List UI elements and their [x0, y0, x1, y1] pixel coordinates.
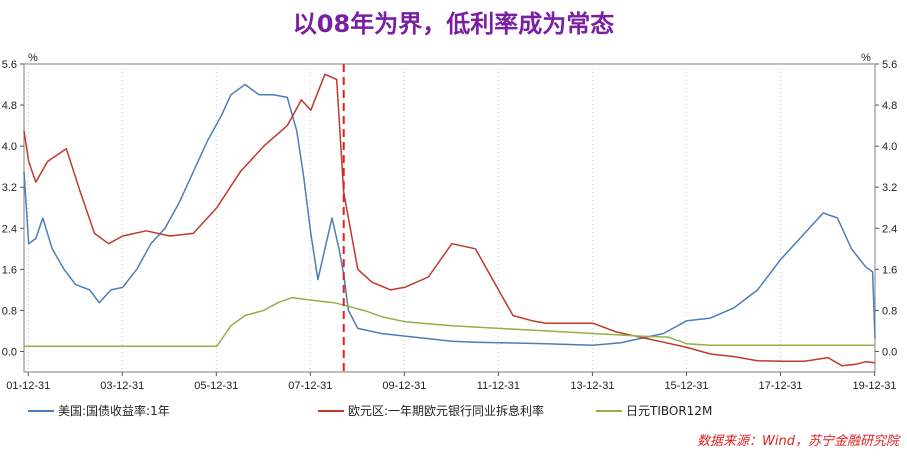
x-tick-label: 05-12-31	[194, 380, 238, 392]
legend-item-jpy: 日元TIBOR12M	[596, 402, 712, 419]
x-tick-label: 15-12-31	[664, 380, 708, 392]
y-left-tick-label: 4.0	[2, 141, 17, 153]
y-left-tick-label: 0.0	[2, 346, 17, 358]
x-tick-label: 19-12-31	[853, 380, 897, 392]
plot-frame	[23, 63, 876, 373]
y-right-tick-label: 0.0	[882, 346, 897, 358]
y-right-tick-label: 2.4	[882, 223, 897, 235]
y-right-tick-label: 3.2	[882, 182, 897, 194]
y-right-tick-label: 1.6	[882, 264, 897, 276]
x-tick-label: 07-12-31	[288, 380, 332, 392]
y-left-tick-label: 0.8	[2, 305, 17, 317]
y-left-tick-label: 4.8	[2, 100, 17, 112]
x-tick-label: 17-12-31	[758, 380, 802, 392]
series-line-euribor-1y	[23, 73, 876, 367]
y-right-tick-label: 4.0	[882, 141, 897, 153]
legend-swatch-jpy	[596, 409, 622, 412]
x-tick-label: 03-12-31	[100, 380, 144, 392]
legend-item-us: 美国:国债收益率:1年	[28, 402, 170, 419]
source-note: 数据来源：Wind，苏宁金融研究院	[697, 434, 899, 449]
y-right-tick-label: 4.8	[882, 100, 897, 112]
x-tick-label: 01-12-31	[6, 380, 50, 392]
legend-label-jpy: 日元TIBOR12M	[626, 404, 713, 418]
legend-label-eur: 欧元区:一年期欧元银行同业拆息利率	[348, 404, 545, 418]
legend-label-us: 美国:国债收益率:1年	[58, 404, 170, 418]
x-tick-label: 09-12-31	[382, 380, 426, 392]
y-left-tick-label: 2.4	[2, 223, 17, 235]
y-left-unit: %	[28, 52, 38, 64]
y-left-tick-label: 5.6	[2, 59, 17, 71]
chart-title: 以08年为界，低利率成为常态	[292, 10, 615, 38]
y-right-unit: %	[861, 52, 871, 64]
series-line-us-1y-treasury	[23, 83, 876, 347]
series-line-jpy-tibor-12m	[24, 296, 875, 348]
x-tick-label: 13-12-31	[570, 380, 614, 392]
y-right-tick-label: 5.6	[882, 59, 897, 71]
legend-swatch-us	[28, 409, 54, 412]
y-left-tick-label: 3.2	[2, 182, 17, 194]
y-left-tick-label: 1.6	[2, 264, 17, 276]
x-tick-label: 11-12-31	[477, 380, 520, 392]
y-right-tick-label: 0.8	[882, 305, 897, 317]
legend-item-eur: 欧元区:一年期欧元银行同业拆息利率	[318, 402, 544, 419]
legend-swatch-eur	[318, 409, 344, 412]
